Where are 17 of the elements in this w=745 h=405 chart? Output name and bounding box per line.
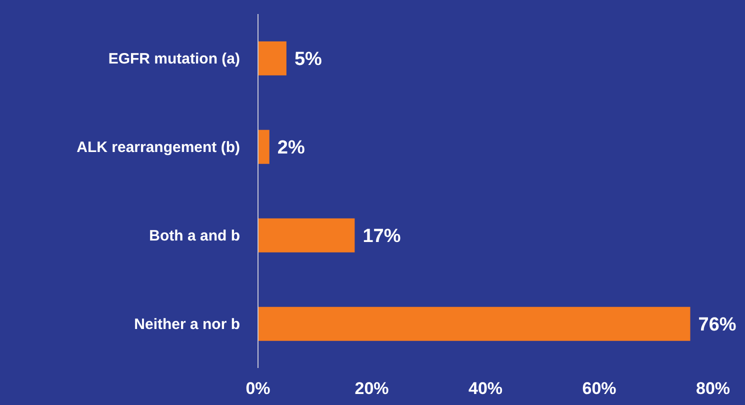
data-label: 17% bbox=[362, 226, 401, 248]
bar bbox=[258, 130, 270, 164]
y-tick-label: Both a and b bbox=[149, 228, 240, 245]
x-tick-label: 80% bbox=[696, 379, 730, 398]
data-label: 5% bbox=[294, 49, 322, 70]
bar bbox=[258, 306, 690, 341]
y-tick-label: Neither a nor b bbox=[134, 316, 240, 334]
y-tick-label: EGFR mutation (a) bbox=[108, 50, 240, 68]
bar bbox=[258, 218, 355, 252]
x-tick-label: 0% bbox=[246, 379, 270, 398]
x-tick-label: 60% bbox=[582, 379, 616, 398]
y-tick-label: ALK rearrangement (b) bbox=[76, 139, 240, 156]
x-tick-label: 20% bbox=[354, 379, 389, 398]
data-label: 76% bbox=[698, 314, 736, 336]
data-label: 2% bbox=[277, 138, 305, 159]
bar bbox=[258, 41, 286, 76]
x-tick-label: 40% bbox=[468, 379, 503, 398]
